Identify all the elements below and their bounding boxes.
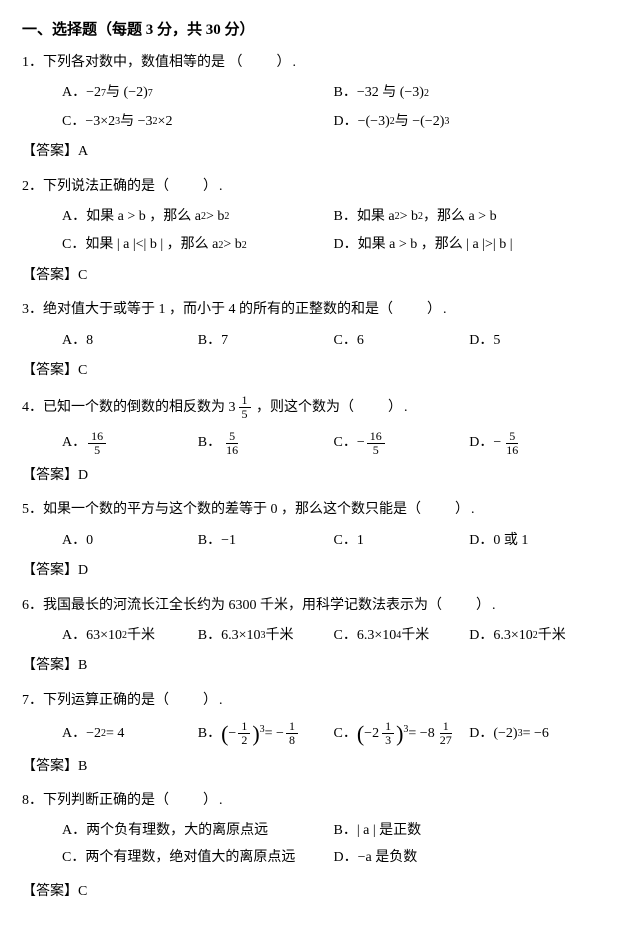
q1-stem-text: 1．下列各对数中，数值相等的是 [22,55,225,70]
q3-opt-c: C．6 [334,330,470,352]
q8-opt-a: A．两个负有理数，大的离原点远 [62,820,334,842]
q4-options: A．165 B．516 C．−165 D．−516 [22,430,605,457]
q8-opt-c: C．两个有理数，绝对值大的离原点远 [62,847,334,869]
q2-stem: 2．下列说法正确的是（ ）. [22,176,605,198]
q2-options: A．如果 a > b ，那么 a2 > b2 B．如果 a2 > b2 ，那么 … [22,206,605,257]
q2-opt-a: A．如果 a > b ，那么 a2 > b2 [62,206,334,228]
q8-stem: 8．下列判断正确的是（ ）. [22,790,605,812]
q4-answer: 【答案】D [22,465,605,487]
q7-answer: 【答案】B [22,756,605,778]
q7-opt-d: D．(−2)3 = −6 [469,720,605,747]
q8-opt-b: B．| a | 是正数 [334,820,606,842]
q7-options: A．−22 = 4 B． (−12)3 = −18 C． (−213)3 = −… [22,720,605,747]
q3-answer: 【答案】C [22,360,605,382]
q5-opt-b: B．−1 [198,530,334,552]
q4-opt-c: C．−165 [334,430,470,457]
q8-options: A．两个负有理数，大的离原点远 B．| a | 是正数 C．两个有理数，绝对值大… [22,820,605,873]
q5-options: A．0 B．−1 C．1 D．0 或 1 [22,530,605,552]
q8-answer: 【答案】C [22,881,605,903]
q1-stem: 1．下列各对数中，数值相等的是 （ ）. [22,52,605,74]
q1-opt-b: B．−32 与 (−3)2 [334,82,606,104]
q6-answer: 【答案】B [22,655,605,677]
q6-opt-c: C．6.3×104 千米 [334,625,470,647]
blank: （ ）. [229,55,299,70]
q6-opt-d: D．6.3×102 千米 [469,625,605,647]
q7-stem: 7．下列运算正确的是（ ）. [22,690,605,712]
q3-opt-b: B．7 [198,330,334,352]
q5-opt-a: A．0 [62,530,198,552]
q8-opt-d: D．−a 是负数 [334,847,606,869]
q4-opt-d: D．−516 [469,430,605,457]
q3-stem: 3．绝对值大于或等于 1 ，而小于 4 的所有的正整数的和是（ ）. [22,299,605,321]
q1-opt-c: C．−3×23 与 −32 ×2 [62,111,334,133]
question-3: 3．绝对值大于或等于 1 ，而小于 4 的所有的正整数的和是（ ）. A．8 B… [22,299,605,352]
q2-opt-b: B．如果 a2 > b2 ，那么 a > b [334,206,606,228]
q6-stem: 6．我国最长的河流长江全长约为 6300 千米，用科学记数法表示为（ ）. [22,595,605,617]
q1-opt-a: A．−27 与 (−2)7 [62,82,334,104]
q7-opt-b: B． (−12)3 = −18 [198,720,334,747]
q3-opt-d: D．5 [469,330,605,352]
question-7: 7．下列运算正确的是（ ）. A．−22 = 4 B． (−12)3 = −18… [22,690,605,748]
q2-opt-d: D．如果 a > b ，那么 | a |>| b | [334,234,606,256]
q2-answer: 【答案】C [22,265,605,287]
section-title: 一、选择题（每题 3 分，共 30 分） [22,18,605,42]
q1-options: A．−27 与 (−2)7 B．−32 与 (−3)2 C．−3×23 与 −3… [22,82,605,133]
q7-opt-c: C． (−213)3 = −8127 [334,720,470,747]
q6-options: A．63×102 千米 B．6.3×103千米 C．6.3×104 千米 D．6… [22,625,605,647]
q4-stem: 4．已知一个数的倒数的相反数为 315 ，则这个数为（ ）. [22,394,605,421]
question-1: 1．下列各对数中，数值相等的是 （ ）. A．−27 与 (−2)7 B．−32… [22,52,605,133]
q1-answer: 【答案】A [22,141,605,163]
q7-opt-a: A．−22 = 4 [62,720,198,747]
question-5: 5．如果一个数的平方与这个数的差等于 0 ，那么这个数只能是（ ）. A．0 B… [22,499,605,552]
question-2: 2．下列说法正确的是（ ）. A．如果 a > b ，那么 a2 > b2 B．… [22,176,605,257]
q1-opt-d: D．−(−3)2 与 −(−2)3 [334,111,606,133]
q5-answer: 【答案】D [22,560,605,582]
question-4: 4．已知一个数的倒数的相反数为 315 ，则这个数为（ ）. A．165 B．5… [22,394,605,457]
q6-opt-a: A．63×102 千米 [62,625,198,647]
mixed-fraction: 315 [229,394,253,421]
q5-opt-d: D．0 或 1 [469,530,605,552]
q2-opt-c: C．如果 | a |<| b | ，那么 a2 > b2 [62,234,334,256]
q4-opt-b: B．516 [198,430,334,457]
q5-stem: 5．如果一个数的平方与这个数的差等于 0 ，那么这个数只能是（ ）. [22,499,605,521]
q3-options: A．8 B．7 C．6 D．5 [22,330,605,352]
question-6: 6．我国最长的河流长江全长约为 6300 千米，用科学记数法表示为（ ）. A．… [22,595,605,648]
q5-opt-c: C．1 [334,530,470,552]
q6-opt-b: B．6.3×103千米 [198,625,334,647]
q3-opt-a: A．8 [62,330,198,352]
q4-opt-a: A．165 [62,430,198,457]
question-8: 8．下列判断正确的是（ ）. A．两个负有理数，大的离原点远 B．| a | 是… [22,790,605,873]
